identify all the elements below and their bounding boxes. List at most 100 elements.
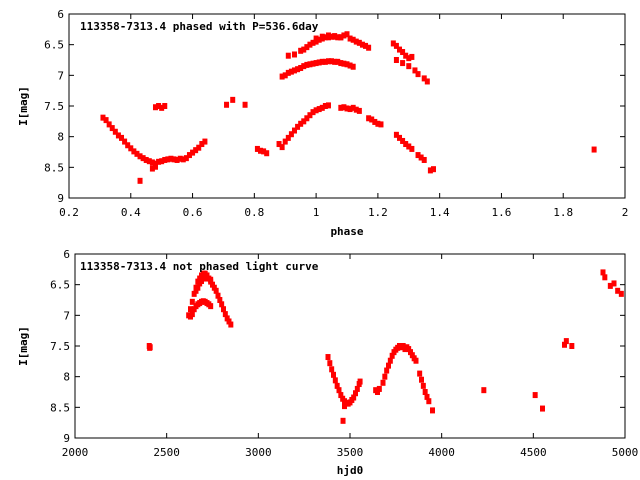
unphased-data-point — [419, 376, 424, 383]
phased-data-point — [224, 101, 230, 108]
phased-data-point — [325, 58, 331, 65]
phased-data-point — [298, 47, 304, 54]
unphased-data-point — [215, 292, 221, 299]
unphased-data-point — [208, 303, 214, 310]
phased-data-point — [350, 63, 356, 70]
unphased-data-point — [188, 306, 193, 313]
phased-data-point — [159, 158, 165, 165]
unphased-x-tick-label: 2000 — [62, 446, 89, 459]
unphased-data-point — [600, 269, 606, 276]
phased-data-point — [180, 156, 186, 163]
unphased-data-point — [217, 297, 223, 303]
unphased-data-point — [204, 272, 210, 279]
phased-data-point — [186, 152, 192, 159]
phased-x-tick-label: 2 — [622, 206, 629, 219]
unphased-y-tick-label: 8 — [63, 371, 70, 384]
phased-data-point — [307, 112, 313, 119]
phased-data-point — [279, 73, 285, 80]
phased-data-point — [313, 35, 319, 42]
phased-data-point — [291, 67, 297, 74]
phased-data-point — [177, 155, 183, 162]
phased-y-tick-label: 8 — [57, 131, 64, 144]
phased-data-point — [332, 33, 338, 40]
unphased-data-point — [329, 366, 335, 373]
phased-data-point — [406, 143, 412, 150]
unphased-data-point — [422, 389, 428, 395]
unphased-data-point — [351, 394, 357, 401]
unphased-data-point — [336, 387, 342, 394]
phased-data-point — [100, 114, 106, 121]
unphased-y-tick-label: 7.5 — [50, 340, 70, 353]
phased-data-point — [406, 55, 412, 62]
phased-y-tick-label: 7 — [57, 69, 64, 82]
phased-data-point — [304, 115, 310, 122]
phased-data-point — [319, 33, 325, 40]
unphased-data-point — [191, 290, 197, 297]
phased-data-point — [372, 118, 378, 125]
unphased-y-tick-label: 6 — [63, 248, 70, 261]
unphased-data-point — [611, 280, 617, 287]
phased-data-point — [301, 46, 307, 53]
unphased-x-tick-label: 2500 — [153, 446, 180, 459]
unphased-data-point — [409, 352, 415, 359]
unphased-ticks: 2000 2500 3000 3500 4000 4500 5000 6 6.5 7 7.5 8 8.5… — [50, 248, 638, 459]
unphased-data-point — [481, 387, 487, 394]
phased-data-point — [421, 75, 427, 82]
phased-data-point — [122, 138, 128, 145]
phased-data-point — [341, 60, 347, 67]
phased-y-axis-label: I[mag] — [17, 86, 30, 126]
unphased-data-point — [224, 315, 230, 322]
phased-data-point — [140, 155, 146, 162]
phased-data-point — [347, 106, 353, 113]
phased-data-point — [366, 44, 372, 51]
phased-x-tick-label: 1.8 — [553, 206, 573, 219]
phased-data-point — [295, 123, 301, 130]
phased-data-point — [350, 36, 356, 43]
unphased-y-tick-label: 7 — [63, 309, 70, 322]
unphased-data-point — [417, 370, 423, 377]
phased-data-point — [119, 134, 125, 141]
unphased-data-point — [226, 318, 232, 325]
phased-data-point — [143, 156, 149, 163]
phased-data-point — [347, 62, 353, 69]
phased-data-point — [304, 44, 310, 51]
phased-data-point — [137, 153, 143, 160]
unphased-data-point — [342, 403, 347, 410]
phased-panel: 0.2 0.4 0.6 0.8 1 1.2 1.4 1.6 1.8 266.577.588.59 … — [17, 8, 628, 238]
unphased-data-point — [386, 362, 391, 369]
phased-data-point — [276, 141, 282, 148]
phased-data-point — [112, 128, 118, 135]
unphased-data-point — [189, 298, 195, 305]
phased-data-point — [329, 58, 335, 65]
phased-data-point — [171, 156, 177, 163]
phased-data-point — [193, 147, 199, 154]
unphased-data-point — [389, 352, 395, 359]
phased-data-point — [162, 156, 168, 163]
unphased-points — [146, 269, 624, 424]
phased-data-point — [397, 134, 403, 141]
phased-data-point — [412, 67, 418, 74]
phased-data-point — [288, 68, 294, 75]
phased-data-point — [156, 158, 162, 165]
phased-data-point — [146, 158, 152, 165]
unphased-x-tick-label: 4000 — [428, 446, 455, 459]
unphased-data-point — [426, 398, 432, 405]
phased-data-point — [131, 148, 137, 155]
unphased-data-point — [334, 382, 340, 389]
phased-data-point — [344, 31, 350, 38]
unphased-data-point — [424, 393, 430, 400]
unphased-data-point — [430, 407, 435, 414]
phased-data-point — [430, 166, 436, 173]
phased-chart-title: 113358-7313.4 phased with P=536.6day — [80, 20, 319, 33]
phased-data-point — [128, 145, 134, 152]
phased-data-point — [254, 145, 260, 152]
unphased-data-point — [193, 287, 199, 294]
unphased-data-point — [327, 360, 333, 367]
phased-data-point — [307, 61, 313, 68]
unphased-data-point — [228, 321, 234, 328]
phased-data-point — [137, 177, 143, 184]
phased-data-point — [279, 144, 285, 151]
phased-x-tick-label: 1 — [313, 206, 320, 219]
phased-data-point — [325, 102, 331, 109]
unphased-data-point — [191, 306, 197, 313]
